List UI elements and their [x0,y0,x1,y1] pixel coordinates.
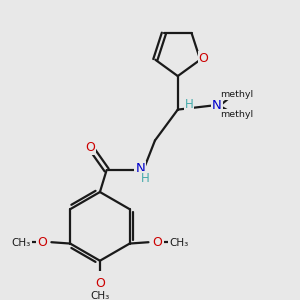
Text: methyl: methyl [220,90,254,99]
Text: CH₃: CH₃ [11,238,31,248]
Text: N: N [135,162,145,175]
Text: O: O [95,277,105,290]
Text: CH₃: CH₃ [169,238,188,248]
Text: H: H [141,172,149,185]
Text: O: O [199,52,208,65]
Text: O: O [37,236,47,249]
Text: H: H [185,98,194,111]
Text: methyl: methyl [220,110,254,119]
Text: CH₃: CH₃ [90,291,110,300]
Text: N: N [212,99,222,112]
Text: O: O [153,236,163,249]
Text: O: O [85,141,95,154]
